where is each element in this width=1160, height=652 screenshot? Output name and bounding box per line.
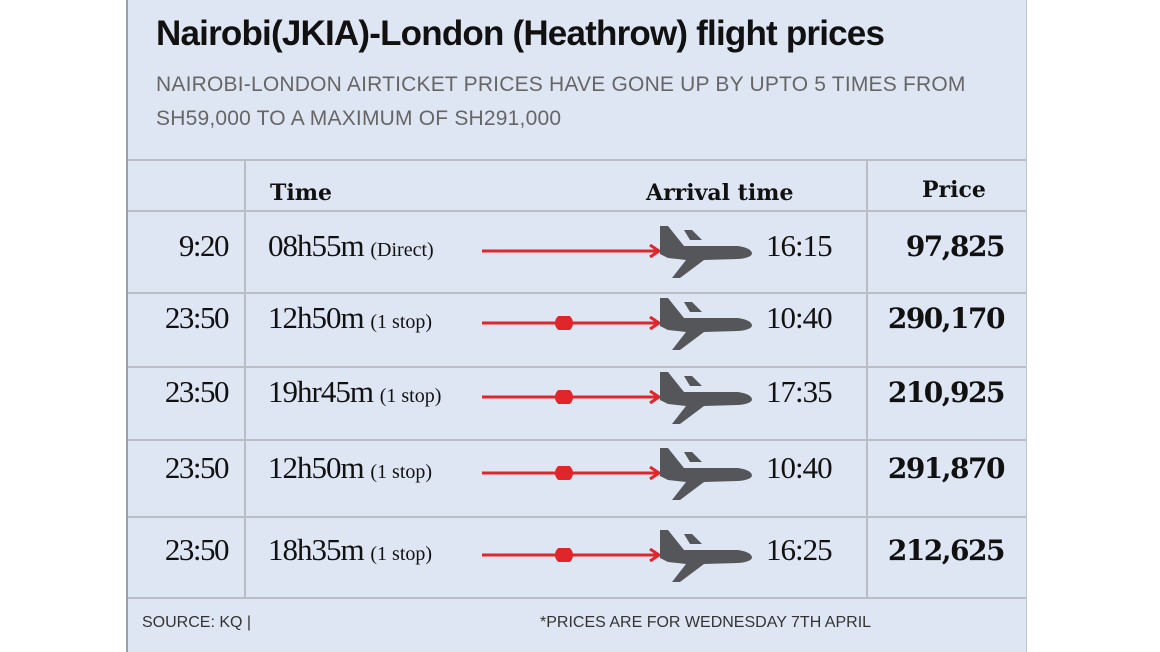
stops-note: (1 stop) bbox=[370, 461, 433, 483]
duration-value: 19hr45m bbox=[268, 374, 374, 409]
arrival-time: 16:25 bbox=[766, 532, 833, 567]
arrival-time: 10:40 bbox=[766, 450, 833, 485]
arrival-time: 10:40 bbox=[766, 300, 833, 335]
divider bbox=[128, 292, 1026, 294]
departure-time: 9:20 bbox=[178, 228, 230, 263]
column-divider bbox=[244, 159, 246, 599]
divider bbox=[128, 159, 1026, 161]
airplane-icon bbox=[660, 226, 752, 278]
duration: 12h50m (1 stop) bbox=[268, 300, 432, 336]
price: 210,925 bbox=[887, 376, 1006, 409]
price: 291,870 bbox=[887, 452, 1006, 485]
route-arrow-icon bbox=[482, 316, 662, 330]
divider bbox=[128, 439, 1026, 441]
subtitle: NAIROBI-LONDON AIRTICKET PRICES HAVE GON… bbox=[156, 73, 966, 130]
stop-dot bbox=[555, 548, 573, 562]
stops-note: (1 stop) bbox=[370, 311, 433, 333]
price: 290,170 bbox=[887, 302, 1006, 335]
duration: 19hr45m (1 stop) bbox=[268, 374, 441, 410]
airplane-icon bbox=[660, 298, 752, 350]
airplane-icon bbox=[660, 530, 752, 582]
divider bbox=[128, 366, 1026, 368]
arrival-time: 16:15 bbox=[766, 228, 833, 263]
column-divider bbox=[866, 159, 868, 599]
infographic-panel: Nairobi(JKIA)-London (Heathrow) flight p… bbox=[126, 0, 1027, 652]
divider bbox=[128, 597, 1026, 599]
prices-note: *PRICES ARE FOR WEDNESDAY 7TH APRIL bbox=[540, 614, 872, 631]
price: 212,625 bbox=[887, 534, 1006, 567]
route-arrow-icon bbox=[482, 244, 662, 258]
divider bbox=[128, 210, 1026, 212]
duration: 18h35m (1 stop) bbox=[268, 532, 432, 568]
departure-time: 23:50 bbox=[164, 374, 230, 409]
duration: 12h50m (1 stop) bbox=[268, 450, 432, 486]
departure-time: 23:50 bbox=[164, 532, 230, 567]
source-note: SOURCE: KQ | bbox=[142, 614, 252, 631]
stop-dot bbox=[555, 390, 573, 404]
route-arrow-icon bbox=[482, 390, 662, 404]
arrival-time: 17:35 bbox=[766, 374, 833, 409]
duration: 08h55m (Direct) bbox=[268, 228, 434, 264]
duration-value: 12h50m bbox=[268, 450, 365, 485]
stop-dot bbox=[555, 466, 573, 480]
header-price: Price bbox=[922, 177, 986, 203]
route-arrow-icon bbox=[482, 466, 662, 480]
airplane-icon bbox=[660, 372, 752, 424]
stops-note: (1 stop) bbox=[370, 543, 433, 565]
duration-value: 08h55m bbox=[268, 228, 365, 263]
departure-time: 23:50 bbox=[164, 300, 230, 335]
header-arrival-time: Arrival time bbox=[646, 180, 794, 206]
header-time: Time bbox=[270, 180, 333, 206]
departure-time: 23:50 bbox=[164, 450, 230, 485]
divider bbox=[128, 516, 1026, 518]
stops-note: (1 stop) bbox=[379, 385, 442, 407]
page-title: Nairobi(JKIA)-London (Heathrow) flight p… bbox=[156, 14, 885, 53]
duration-value: 12h50m bbox=[268, 300, 365, 335]
airplane-icon bbox=[660, 448, 752, 500]
stops-note: (Direct) bbox=[370, 239, 434, 261]
price: 97,825 bbox=[905, 230, 1006, 263]
route-arrow-icon bbox=[482, 548, 662, 562]
stop-dot bbox=[555, 316, 573, 330]
duration-value: 18h35m bbox=[268, 532, 365, 567]
